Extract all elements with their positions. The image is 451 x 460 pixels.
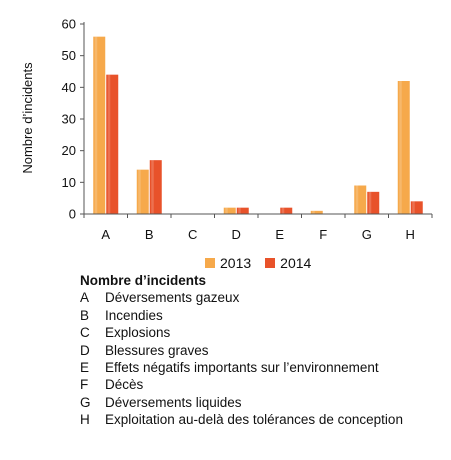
key-letter: C xyxy=(80,325,90,341)
key-row: H Exploitation au-delà des tolérances de… xyxy=(80,411,403,428)
y-tick-label: 40 xyxy=(62,80,76,95)
bar-B-2013 xyxy=(136,169,149,214)
bar-highlight xyxy=(399,81,402,214)
key-letter: D xyxy=(80,342,90,358)
key-text: Incendies xyxy=(105,307,163,323)
bar-fill xyxy=(354,185,367,214)
legend-swatch-2014 xyxy=(265,258,276,268)
x-axis: A B C D E F G H xyxy=(83,213,433,242)
x-tick-label: D xyxy=(232,227,241,242)
bar-fill xyxy=(280,207,293,214)
bar-H-2013 xyxy=(397,81,410,214)
bar-D-2013 xyxy=(223,207,236,214)
bar-highlight xyxy=(107,74,111,215)
x-tick-label: E xyxy=(275,227,284,242)
bar-H-2014 xyxy=(410,201,423,214)
key-text: Blessures graves xyxy=(105,342,209,358)
key-text: Déversements liquides xyxy=(105,394,242,410)
bar-fill xyxy=(410,201,423,214)
bar-highlight xyxy=(281,207,285,214)
y-tick-label: 0 xyxy=(69,207,76,222)
bar-G-2013 xyxy=(354,185,367,214)
y-tick-label: 60 xyxy=(62,17,76,32)
bar-fill xyxy=(367,191,380,214)
key-row: G Déversements liquides xyxy=(80,394,403,411)
x-tick-label: F xyxy=(319,227,327,242)
bars xyxy=(93,36,423,215)
y-axis-label: Nombre d’incidents xyxy=(20,62,35,174)
bar-highlight xyxy=(151,160,154,214)
bar-fill xyxy=(310,210,323,214)
bar-chart: 0 10 20 30 40 50 60 A B C D E F G H Nombre d’incident… xyxy=(20,17,433,242)
y-tick-label: 10 xyxy=(62,175,76,190)
bar-G-2014 xyxy=(367,191,380,214)
bar-F-2013 xyxy=(310,210,323,214)
bar-B-2014 xyxy=(149,160,162,214)
legend-swatch-2013 xyxy=(205,258,215,268)
key-title: Nombre d’incidents xyxy=(80,273,207,288)
category-key: Nombre d’incidents A Déversements gazeux… xyxy=(80,272,403,429)
bar-A-2013 xyxy=(93,36,106,214)
key-text: Décès xyxy=(105,377,144,393)
bar-fill xyxy=(106,74,119,215)
x-tick-label: C xyxy=(188,227,197,242)
y-axis: 0 10 20 30 40 50 60 xyxy=(62,17,85,222)
key-letter: G xyxy=(80,394,91,410)
key-row: F Décès xyxy=(80,376,403,393)
x-tick-label: G xyxy=(362,227,372,242)
bar-fill xyxy=(149,160,162,214)
bar-highlight xyxy=(355,185,359,214)
x-tick-label: A xyxy=(101,227,110,242)
bar-highlight xyxy=(238,207,241,214)
key-text: Exploitation au-delà des tolérances de c… xyxy=(105,412,403,428)
bar-highlight xyxy=(412,201,415,214)
key-letter: B xyxy=(80,307,90,323)
key-text: Déversements gazeux xyxy=(105,290,240,306)
bar-fill xyxy=(236,207,249,214)
legend-item-2014: 2014 xyxy=(265,255,311,271)
bar-fill xyxy=(93,36,106,214)
bar-fill xyxy=(223,207,236,214)
legend-item-2013: 2013 xyxy=(205,255,251,271)
key-letter: H xyxy=(80,412,90,428)
bar-highlight xyxy=(225,207,228,214)
bar-highlight xyxy=(368,191,372,214)
x-tick-label: B xyxy=(145,227,154,242)
legend: 2013 2014 xyxy=(205,255,325,271)
x-tick-label: H xyxy=(406,227,415,242)
key-row: A Déversements gazeux xyxy=(80,289,403,306)
key-row: B Incendies xyxy=(80,307,403,324)
y-tick-label: 20 xyxy=(62,143,76,158)
key-text: Effets négatifs importants sur l’environ… xyxy=(105,360,379,376)
key-letter: A xyxy=(80,290,90,306)
legend-label-2014: 2014 xyxy=(280,255,312,271)
key-text: Explosions xyxy=(105,325,171,341)
bar-highlight xyxy=(138,169,141,214)
y-tick-label: 50 xyxy=(62,48,76,63)
bar-fill xyxy=(397,81,410,214)
key-row: E Effets négatifs importants sur l’envir… xyxy=(80,359,403,376)
key-row: C Explosions xyxy=(80,324,403,341)
bar-D-2014 xyxy=(236,207,249,214)
key-row: D Blessures graves xyxy=(80,342,403,359)
bar-fill xyxy=(136,169,149,214)
bar-highlight xyxy=(312,210,315,214)
bar-A-2014 xyxy=(106,74,119,215)
bar-E-2014 xyxy=(280,207,293,214)
key-letter: F xyxy=(80,377,89,393)
key-letter: E xyxy=(80,360,90,376)
legend-label-2013: 2013 xyxy=(220,255,252,271)
y-tick-label: 30 xyxy=(62,112,76,127)
bar-highlight xyxy=(94,36,98,214)
